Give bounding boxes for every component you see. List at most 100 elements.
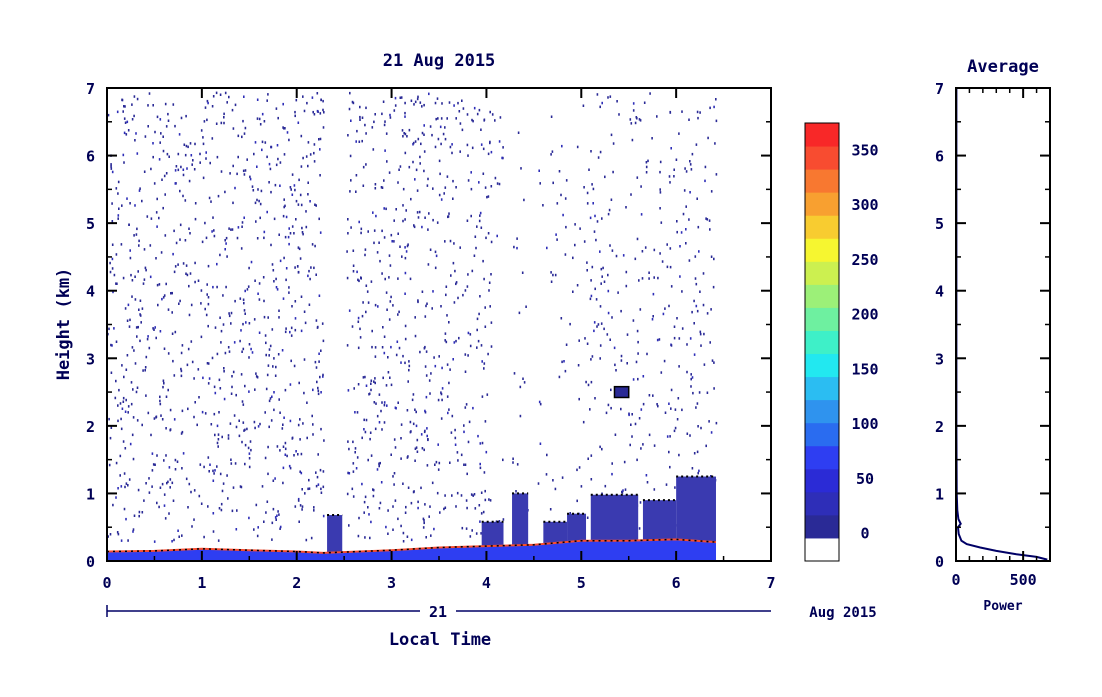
noise-speckle: [145, 268, 147, 272]
noise-speckle: [426, 464, 429, 467]
noise-speckle: [277, 116, 279, 120]
noise-speckle: [625, 284, 628, 288]
noise-speckle: [241, 221, 244, 224]
noise-speckle: [489, 110, 491, 114]
noise-speckle: [320, 491, 323, 494]
noise-speckle: [440, 417, 443, 420]
noise-speckle: [284, 330, 287, 334]
noise-speckle: [122, 440, 125, 443]
noise-speckle: [300, 165, 303, 168]
noise-speckle: [297, 497, 300, 501]
noise-speckle: [223, 116, 225, 119]
noise-speckle: [648, 433, 651, 437]
noise-speckle: [123, 105, 125, 108]
noise-speckle: [144, 366, 147, 369]
noise-speckle: [282, 445, 285, 448]
noise-speckle: [486, 393, 489, 396]
noise-speckle: [426, 302, 428, 305]
noise-speckle: [689, 163, 692, 166]
noise-speckle: [319, 137, 322, 141]
noise-speckle: [466, 472, 468, 476]
noise-speckle: [149, 275, 152, 279]
noise-speckle: [316, 326, 319, 329]
noise-speckle: [357, 534, 360, 538]
noise-speckle: [604, 175, 606, 179]
noise-speckle: [477, 339, 480, 343]
noise-speckle: [697, 116, 699, 120]
noise-speckle: [282, 102, 284, 106]
noise-speckle: [231, 509, 234, 513]
noise-speckle: [713, 257, 715, 261]
noise-speckle: [472, 406, 474, 410]
noise-speckle: [202, 376, 204, 380]
noise-speckle: [480, 532, 482, 535]
noise-speckle: [295, 199, 298, 203]
noise-speckle: [359, 336, 362, 339]
noise-speckle: [437, 398, 440, 402]
noise-speckle: [364, 123, 366, 127]
noise-speckle: [212, 469, 214, 473]
noise-speckle: [107, 113, 110, 117]
noise-speckle: [711, 359, 714, 362]
noise-speckle: [364, 536, 366, 539]
noise-speckle: [322, 514, 325, 518]
noise-speckle: [253, 528, 255, 531]
noise-speckle: [244, 169, 247, 172]
noise-speckle: [668, 450, 670, 454]
noise-speckle: [651, 137, 653, 140]
noise-speckle: [484, 306, 486, 309]
noise-speckle: [482, 259, 484, 263]
noise-speckle: [661, 260, 664, 263]
noise-speckle: [673, 168, 675, 171]
noise-speckle: [285, 278, 287, 282]
noise-speckle: [315, 204, 317, 207]
noise-speckle: [594, 214, 596, 218]
colorbar-cell: [805, 353, 839, 378]
noise-speckle: [279, 259, 282, 263]
noise-speckle: [317, 453, 319, 456]
noise-speckle: [357, 383, 360, 386]
noise-speckle: [369, 431, 372, 434]
noise-speckle: [134, 204, 136, 207]
noise-speckle: [234, 186, 236, 190]
average-background: [956, 88, 1050, 561]
noise-speckle: [128, 223, 130, 226]
noise-speckle: [229, 422, 232, 425]
noise-speckle: [480, 143, 483, 146]
noise-speckle: [467, 273, 469, 276]
noise-speckle: [539, 182, 541, 185]
noise-speckle: [404, 101, 406, 105]
noise-speckle: [159, 399, 161, 403]
noise-speckle: [444, 126, 446, 129]
noise-speckle: [550, 280, 553, 283]
noise-speckle: [471, 118, 473, 122]
noise-speckle: [288, 227, 290, 230]
noise-speckle: [699, 332, 702, 336]
noise-speckle: [111, 170, 114, 174]
noise-speckle: [476, 328, 478, 332]
noise-speckle: [175, 241, 178, 245]
noise-speckle: [307, 141, 310, 144]
noise-speckle: [400, 437, 402, 440]
noise-speckle: [446, 395, 449, 398]
noise-speckle: [424, 216, 426, 219]
noise-speckle: [449, 145, 452, 149]
noise-speckle: [167, 119, 170, 122]
noise-speckle: [465, 403, 468, 406]
noise-speckle: [291, 305, 293, 308]
noise-speckle: [489, 499, 492, 502]
noise-speckle: [121, 364, 123, 367]
noise-speckle: [273, 408, 275, 412]
noise-speckle: [464, 353, 467, 356]
noise-speckle: [209, 161, 211, 165]
noise-speckle: [208, 377, 211, 380]
noise-speckle: [714, 142, 716, 145]
noise-speckle: [601, 217, 603, 220]
noise-speckle: [453, 341, 456, 344]
noise-speckle: [479, 214, 481, 217]
noise-speckle: [390, 233, 393, 237]
noise-speckle: [587, 457, 589, 460]
noise-speckle: [305, 155, 308, 158]
noise-speckle: [361, 482, 363, 486]
